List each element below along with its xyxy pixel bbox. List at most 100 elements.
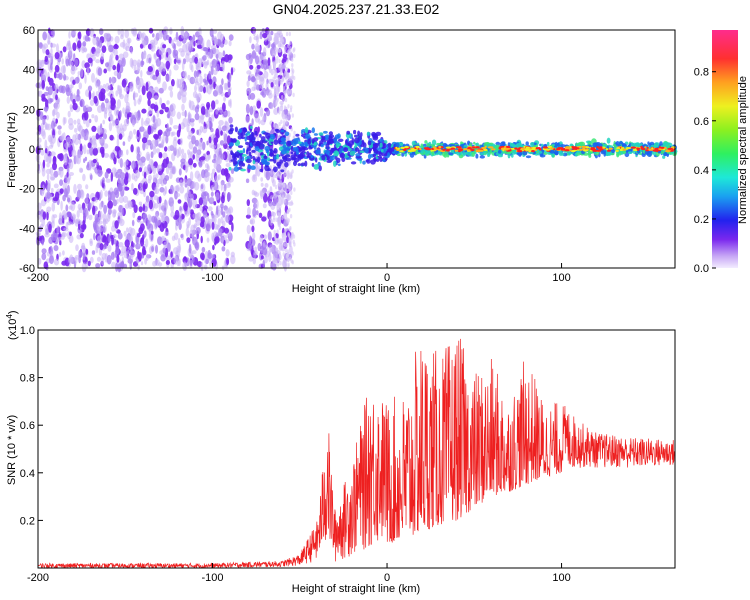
spectrogram-cell xyxy=(625,147,629,150)
spectrogram-cell xyxy=(279,71,282,76)
spectrogram-cell xyxy=(525,155,532,159)
spectrogram-cell xyxy=(276,97,279,103)
spectrogram-cell xyxy=(544,148,551,151)
spectrogram-cell xyxy=(221,113,228,118)
spectrogram-cell xyxy=(115,262,119,272)
spectrogram-cell xyxy=(310,155,313,159)
spectrogram-cell xyxy=(225,162,231,168)
spectrogram-cell xyxy=(251,43,255,50)
spectrogram-cell xyxy=(347,151,351,156)
spectrogram-cell xyxy=(68,172,74,176)
spectrogram-cell xyxy=(245,178,250,184)
spectrogram-cell xyxy=(181,111,186,117)
spectrogram-cell xyxy=(426,143,431,147)
spectrogram-cell xyxy=(56,111,60,119)
spectrogram-cell xyxy=(84,62,90,69)
spectrogram-cell xyxy=(215,63,220,72)
spectrogram-cell xyxy=(588,154,592,158)
spectrogram-cell xyxy=(293,242,296,247)
spectrogram-cell xyxy=(54,83,59,90)
spectrogram-cell xyxy=(117,85,122,95)
spectrogram-cell xyxy=(105,178,111,183)
spectrogram-cell xyxy=(125,171,129,181)
spectrogram-cell xyxy=(95,133,100,140)
spectrogram-cell xyxy=(442,148,446,151)
spectrogram-cell xyxy=(263,47,267,56)
spectrogram-cell xyxy=(175,31,179,41)
spectrogram-cell xyxy=(267,231,272,241)
spectrogram-cell xyxy=(123,250,128,259)
spectrogram-cell xyxy=(306,151,310,157)
spectrogram-cell xyxy=(214,236,220,244)
spectrogram-cell xyxy=(290,145,294,152)
spectrogram-cell xyxy=(62,64,66,75)
spectrogram-cell xyxy=(290,171,293,176)
spectrogram-ytick-label: 40 xyxy=(23,65,35,77)
spectrogram-cell xyxy=(420,143,424,148)
spectrogram-cell xyxy=(250,76,256,83)
spectrogram-cell xyxy=(289,182,292,188)
spectrogram-cell xyxy=(80,224,86,230)
spectrogram-cell xyxy=(228,116,233,124)
spectrogram-cell xyxy=(583,149,588,152)
spectrogram-cell xyxy=(571,147,578,150)
spectrogram-cell xyxy=(442,142,448,147)
spectrogram-cell xyxy=(283,241,286,247)
spectrogram-cell xyxy=(218,147,222,155)
spectrogram-cell xyxy=(137,159,143,166)
spectrogram-cell xyxy=(578,148,584,151)
spectrogram-cell xyxy=(251,118,254,126)
spectrogram-cell xyxy=(259,234,264,243)
spectrogram-cell xyxy=(168,85,173,91)
spectrogram-cell xyxy=(670,149,674,152)
spectrogram-cell xyxy=(159,109,164,115)
spectrogram-cell xyxy=(278,58,281,64)
spectrogram-cell xyxy=(157,236,163,246)
spectrogram-cell xyxy=(219,140,225,146)
spectrogram-cell xyxy=(223,188,227,198)
spectrogram-cell xyxy=(42,116,46,126)
spectrogram-cell xyxy=(158,262,163,267)
spectrogram-cell xyxy=(52,108,56,117)
spectrogram-cell xyxy=(284,161,289,168)
spectrogram-cell xyxy=(99,28,104,35)
spectrogram-cell xyxy=(161,139,165,149)
spectrogram-cell xyxy=(353,129,357,135)
spectrogram-cell xyxy=(131,219,135,227)
spectrogram-cell xyxy=(116,254,120,263)
spectrogram-cell xyxy=(95,244,99,254)
spectrogram-cell xyxy=(256,167,261,177)
spectrogram-cell xyxy=(131,183,134,191)
spectrogram-cell xyxy=(102,219,107,225)
spectrogram-cell xyxy=(605,148,609,151)
spectrogram-cell xyxy=(138,251,142,262)
spectrogram-cell xyxy=(197,173,202,182)
spectrogram-cell xyxy=(198,160,203,166)
spectrogram-cell xyxy=(200,216,205,224)
spectrogram-cell xyxy=(410,149,415,152)
spectrogram-cell xyxy=(248,134,254,140)
spectrogram-cell xyxy=(255,73,261,80)
spectrogram-cell xyxy=(65,204,69,212)
spectrogram-cell xyxy=(121,78,127,88)
spectrogram-cell xyxy=(110,97,116,106)
spectrogram-cell xyxy=(378,138,384,142)
spectrogram-cell xyxy=(118,133,123,140)
spectrogram-cell xyxy=(302,146,306,151)
spectrogram-cell xyxy=(165,260,170,265)
spectrogram-cell xyxy=(117,232,123,240)
snr-scale-close: ) xyxy=(7,310,19,314)
spectrogram-cell xyxy=(216,165,222,171)
spectrogram-cell xyxy=(226,192,232,201)
spectrogram-cell xyxy=(283,211,287,221)
spectrogram-cell xyxy=(255,210,259,216)
spectrogram-cell xyxy=(173,64,179,71)
spectrogram-cell xyxy=(212,244,215,251)
spectrogram-cell xyxy=(554,149,559,156)
spectrogram-ytick-label: 60 xyxy=(23,25,35,37)
spectrogram-cell xyxy=(660,146,665,149)
spectrogram-cell xyxy=(277,203,280,208)
spectrogram-cell xyxy=(172,49,176,58)
spectrogram-cell xyxy=(110,53,114,60)
spectrogram-cell xyxy=(581,145,587,148)
